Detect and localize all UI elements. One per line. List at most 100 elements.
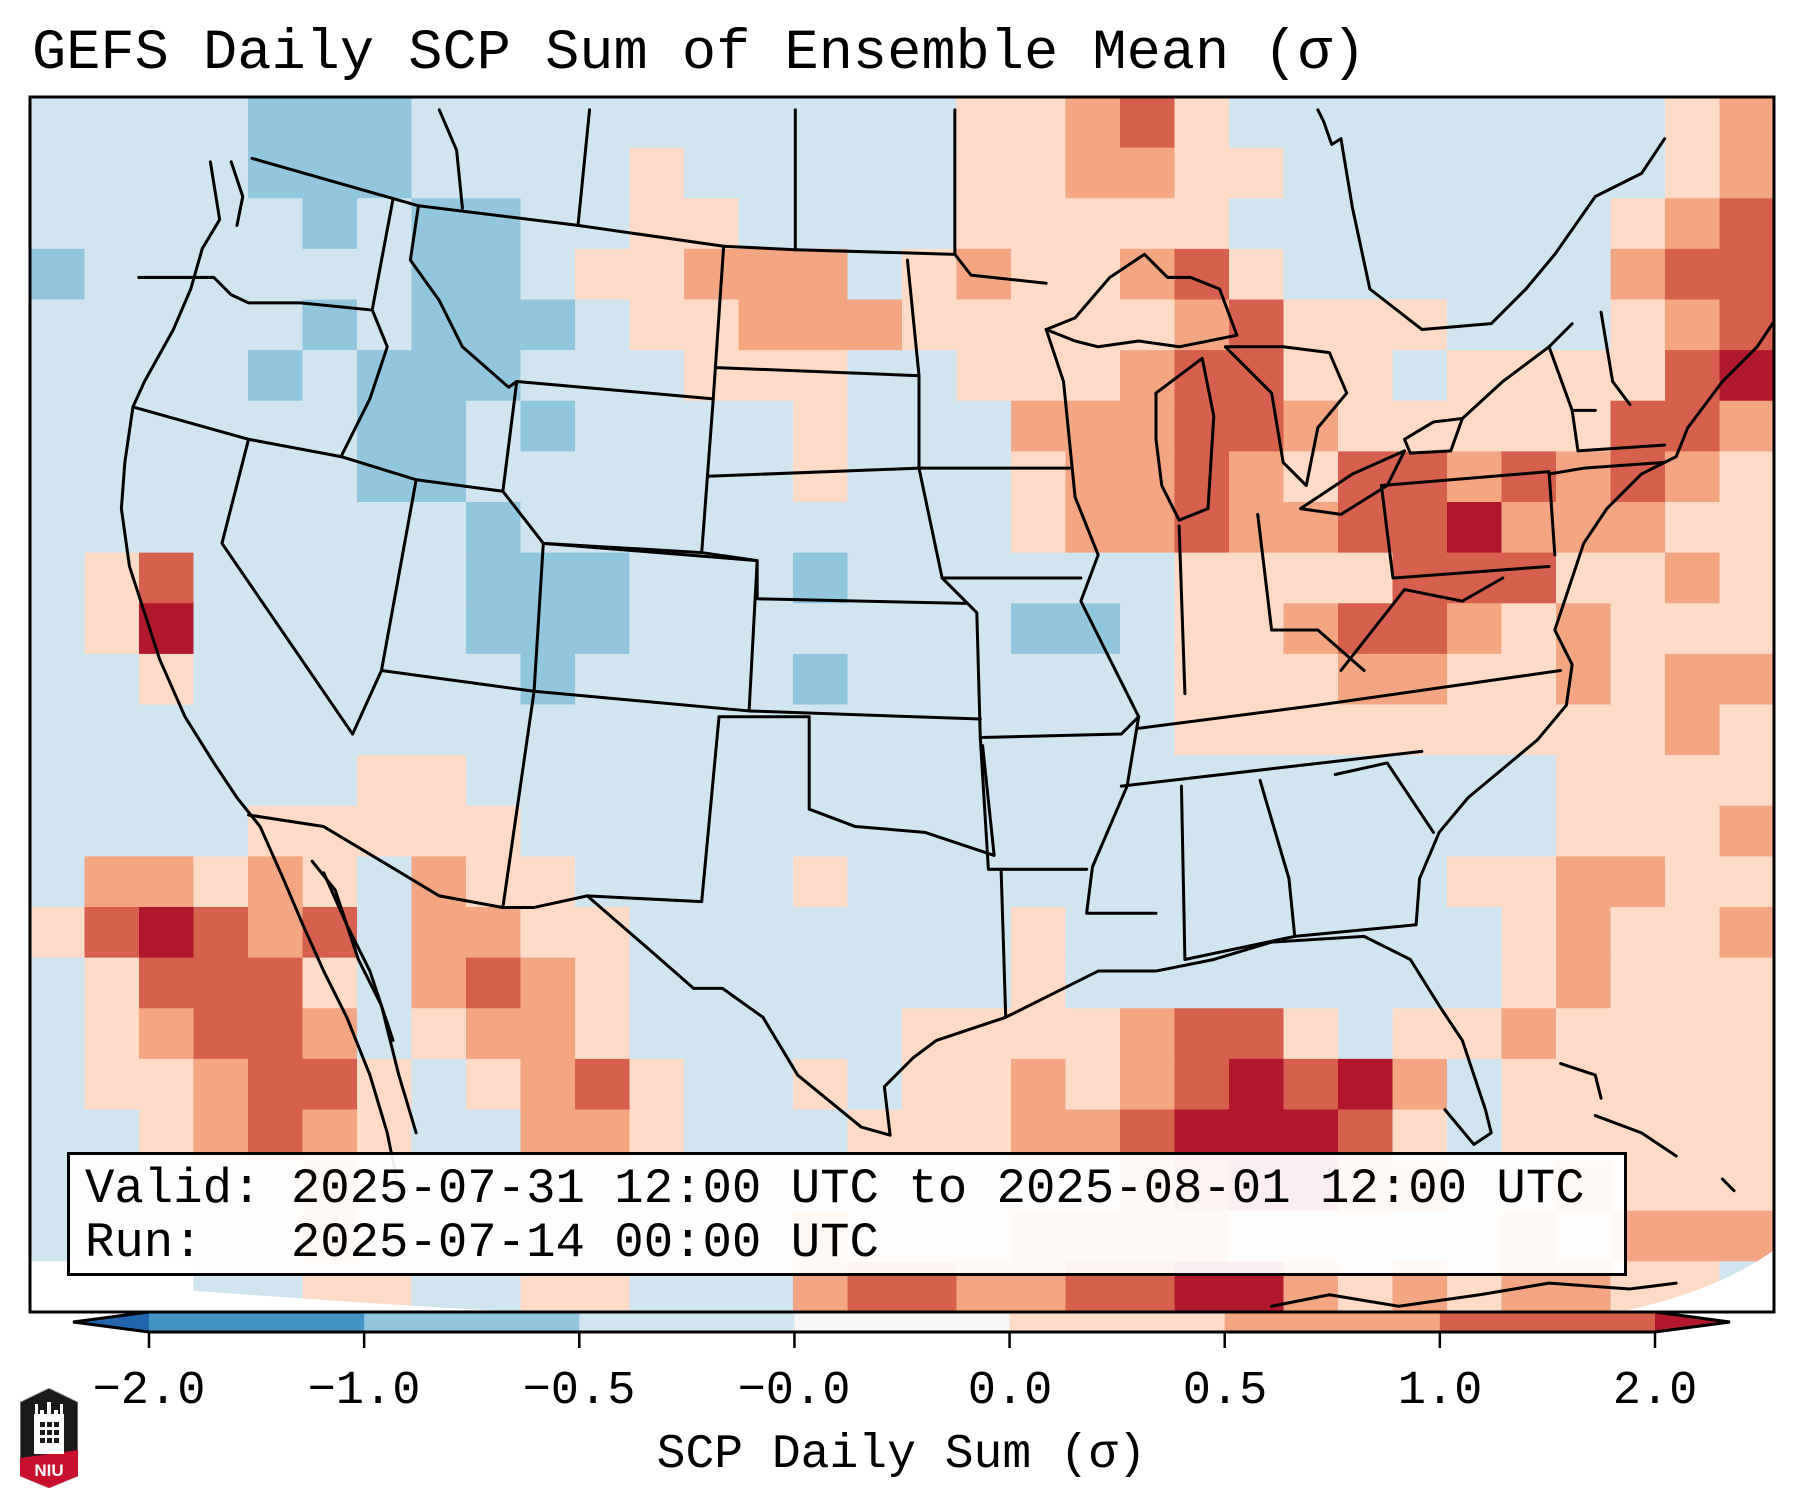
state-boundaries (119, 108, 1774, 1308)
heatmap-cell (248, 907, 304, 959)
heatmap-cell (248, 1008, 304, 1060)
heatmap-cell (1556, 856, 1612, 908)
heatmap-cell (84, 147, 140, 199)
heatmap-cell (1338, 299, 1394, 351)
heatmap-cell (793, 907, 849, 959)
heatmap-cell (411, 907, 467, 959)
lake-erie (1298, 449, 1407, 516)
heatmap-cell (684, 248, 740, 301)
heatmap-cell (793, 97, 849, 149)
heatmap-cell (1719, 147, 1774, 199)
heatmap-cell (956, 299, 1012, 351)
heatmap-cell (956, 1008, 1012, 1060)
heatmap-cell (1501, 653, 1557, 706)
heatmap-cell (629, 907, 685, 959)
heatmap-cell (1447, 198, 1503, 250)
heatmap-cell (629, 805, 685, 857)
heatmap-cell (902, 502, 958, 554)
heatmap-cell (84, 97, 140, 149)
heatmap-cell (793, 400, 849, 452)
heatmap-cell (738, 502, 794, 554)
heatmap-cell (1174, 451, 1230, 503)
heatmap-cell (466, 451, 522, 503)
heatmap-cell (1011, 248, 1067, 301)
heatmap-cell (248, 502, 304, 554)
heatmap-cell (411, 1058, 467, 1111)
heatmap-cell (520, 552, 576, 604)
heatmap-cell (793, 198, 849, 250)
heatmap-cell (684, 97, 740, 149)
heatmap-cell (193, 704, 249, 756)
heatmap-cell (302, 1058, 358, 1111)
heatmap-cell (902, 147, 958, 199)
heatmap-cell (30, 248, 86, 301)
colorbar-label: SCP Daily Sum (σ) (656, 1428, 1147, 1482)
heatmap-cell (793, 755, 849, 807)
heatmap-cell (139, 755, 195, 807)
heatmap-cell (248, 147, 304, 199)
heatmap-cell (302, 1008, 358, 1060)
heatmap-cell (84, 653, 140, 706)
heatmap-cell (1556, 451, 1612, 503)
heatmap-cell (1447, 147, 1503, 199)
heatmap-cell (357, 653, 413, 706)
heatmap-cell (466, 603, 522, 655)
heatmap-cell (1447, 1058, 1503, 1111)
heatmap-cell (575, 957, 631, 1009)
heatmap-cell (629, 147, 685, 199)
heatmap-cell (575, 451, 631, 503)
heatmap-cell (1120, 400, 1176, 452)
heatmap-cell (1556, 400, 1612, 452)
heatmap-cell (1120, 198, 1176, 250)
heatmap-cell (1011, 755, 1067, 807)
heatmap-cell (193, 97, 249, 149)
heatmap-cell (411, 755, 467, 807)
heatmap-cell (193, 1058, 249, 1111)
heatmap-cell (1174, 198, 1230, 250)
heatmap-cell (1719, 400, 1774, 452)
heatmap-cell (1283, 957, 1339, 1009)
heatmap-cell (139, 805, 195, 857)
info-box: Valid: 2025-07-31 12:00 UTC to 2025-08-0… (67, 1152, 1627, 1276)
heatmap-cell (1556, 755, 1612, 807)
heatmap-cell (1338, 957, 1394, 1009)
heatmap-cell (684, 1008, 740, 1060)
heatmap-cell (793, 957, 849, 1009)
heatmap-cell (793, 552, 849, 604)
heatmap-cell (738, 400, 794, 452)
heatmap-cell (30, 907, 86, 959)
heatmap-cell (1719, 451, 1774, 503)
heatmap-cell (1556, 957, 1612, 1009)
heatmap-cell (684, 907, 740, 959)
heatmap-cell (847, 147, 903, 199)
heatmap-cell (793, 147, 849, 199)
heatmap-cell (902, 907, 958, 959)
heatmap-cell (1174, 1058, 1230, 1111)
heatmap-cell (1447, 603, 1503, 655)
heatmap-cell (1120, 552, 1176, 604)
heatmap-cell (575, 1008, 631, 1060)
heatmap-cell (1229, 97, 1285, 149)
heatmap-cell (1011, 97, 1067, 149)
heatmap-cell (411, 502, 467, 554)
heatmap-cell (738, 299, 794, 351)
heatmap-cell (629, 957, 685, 1009)
heatmap-cell (1501, 603, 1557, 655)
heatmap-cell (1447, 552, 1503, 604)
heatmap-cell (1501, 299, 1557, 351)
heatmap-cell (193, 653, 249, 706)
lake-ontario (1403, 416, 1464, 455)
heatmap-cell (738, 451, 794, 503)
heatmap-cell (1610, 755, 1666, 807)
heatmap-cell (684, 704, 740, 756)
heatmap-cell (738, 856, 794, 908)
heatmap-cell (1011, 603, 1067, 655)
heatmap-cell (466, 856, 522, 908)
heatmap-cell (357, 552, 413, 604)
heatmap-cell (847, 502, 903, 554)
heatmap-cell (1501, 198, 1557, 250)
heatmap-cell (302, 603, 358, 655)
heatmap-cell (902, 97, 958, 149)
heatmap-cell (629, 755, 685, 807)
heatmap-cell (1501, 856, 1557, 908)
